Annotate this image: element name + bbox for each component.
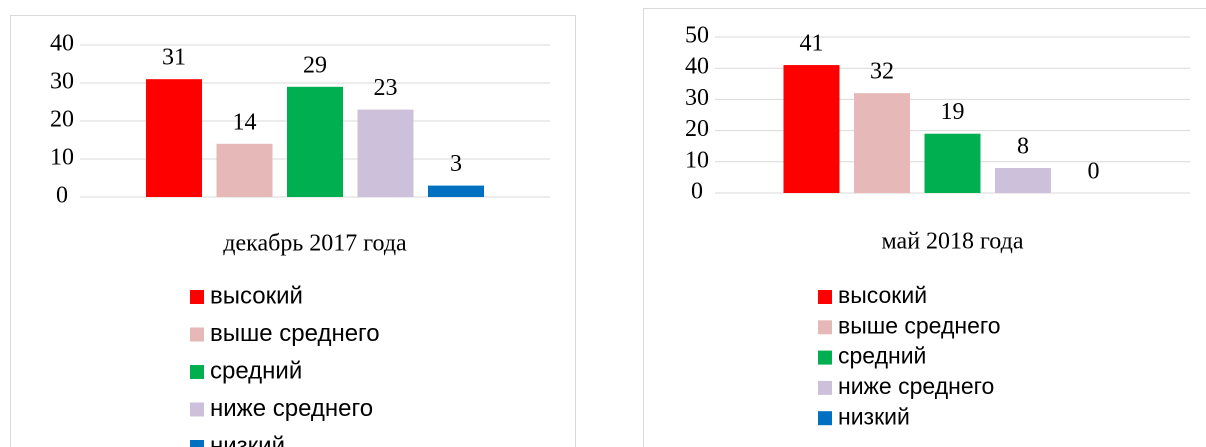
y-tick-label: 0 bbox=[56, 183, 68, 209]
legend-label: ниже среднего bbox=[838, 373, 994, 399]
legend-swatch bbox=[190, 402, 204, 417]
data-label: 31 bbox=[162, 45, 186, 71]
data-label: 0 bbox=[1088, 159, 1100, 185]
data-label: 41 bbox=[800, 31, 824, 57]
legend-label: средний bbox=[210, 357, 302, 384]
legend-label: выше среднего bbox=[838, 312, 1001, 338]
chart-frame bbox=[10, 15, 576, 447]
legend-swatch bbox=[190, 365, 204, 379]
y-tick-label: 30 bbox=[685, 85, 709, 111]
bar bbox=[995, 168, 1051, 193]
legend-swatch bbox=[818, 290, 832, 304]
legend-swatch bbox=[190, 327, 204, 342]
legend-swatch bbox=[818, 320, 832, 335]
x-tick-label: декабрь 2017 года bbox=[223, 231, 407, 257]
y-tick-label: 30 bbox=[50, 69, 74, 95]
y-tick-label: 10 bbox=[50, 145, 74, 171]
y-tick-label: 40 bbox=[685, 54, 709, 80]
legend-swatch bbox=[190, 290, 204, 304]
bar bbox=[924, 133, 981, 193]
bar bbox=[146, 79, 202, 197]
data-label: 32 bbox=[870, 59, 894, 85]
legend-label: средний bbox=[838, 343, 926, 369]
y-tick-label: 20 bbox=[50, 107, 74, 133]
data-label: 14 bbox=[233, 109, 257, 135]
y-tick-label: 20 bbox=[685, 116, 709, 142]
legend-label: ниже среднего bbox=[210, 395, 373, 422]
data-label: 23 bbox=[374, 75, 398, 101]
legend-label: выше среднего bbox=[210, 320, 380, 347]
data-label: 19 bbox=[941, 99, 965, 125]
legend-label: высокий bbox=[210, 282, 303, 309]
bar bbox=[216, 143, 273, 197]
bar bbox=[854, 93, 910, 193]
x-tick-label: май 2018 года bbox=[882, 229, 1024, 255]
chart-frame bbox=[643, 8, 1206, 447]
legend-label: высокий bbox=[838, 282, 927, 308]
data-label: 8 bbox=[1017, 134, 1029, 160]
y-tick-label: 40 bbox=[50, 31, 74, 57]
y-tick-label: 0 bbox=[691, 179, 703, 205]
bar bbox=[783, 65, 840, 193]
y-tick-label: 10 bbox=[685, 147, 709, 173]
legend-label: низкий bbox=[210, 432, 285, 447]
data-label: 3 bbox=[450, 151, 462, 177]
legend-swatch bbox=[818, 380, 832, 395]
y-tick-label: 50 bbox=[685, 23, 709, 49]
legend-swatch bbox=[818, 411, 832, 426]
legend-label: низкий bbox=[838, 403, 910, 429]
legend-swatch bbox=[190, 440, 204, 447]
legend-swatch bbox=[818, 350, 832, 365]
data-label: 29 bbox=[303, 52, 327, 78]
bar bbox=[287, 86, 343, 197]
bar bbox=[428, 185, 484, 197]
bar bbox=[357, 109, 414, 197]
